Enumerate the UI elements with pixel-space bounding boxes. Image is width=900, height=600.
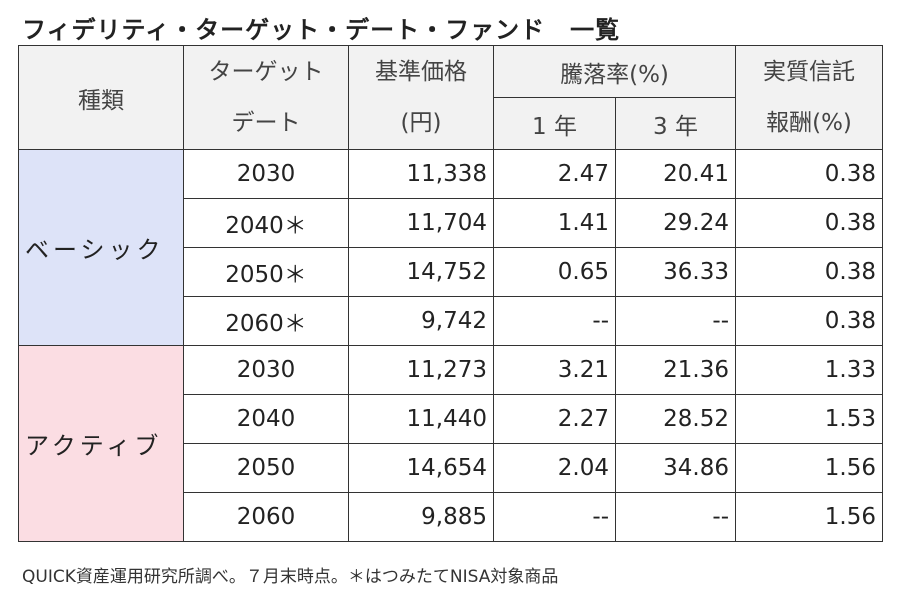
data-cell: 2.47 (493, 149, 616, 199)
header-cell: 3 年 (615, 97, 736, 150)
data-cell: 14,654 (348, 443, 494, 493)
data-cell: 2050＊ (183, 247, 349, 297)
table-row: 2050 14,654 2.04 34.86 1.56 (19, 443, 883, 493)
data-cell: 14,752 (348, 247, 494, 297)
header-line: (円) (400, 109, 442, 136)
data-cell: -- (615, 296, 736, 346)
data-cell: 2.04 (493, 443, 616, 493)
data-cell: 9,885 (348, 492, 494, 542)
table-row: 2050＊ 14,752 0.65 36.33 0.38 (19, 247, 883, 297)
data-cell: 2030 (183, 345, 349, 395)
title: フィデリティ・ターゲット・デート・ファンド 一覧 (22, 16, 621, 44)
group-cell: ベーシック (18, 149, 184, 346)
data-cell: 11,273 (348, 345, 494, 395)
header-line: 実質信託 (763, 58, 855, 85)
data-cell: 1.41 (493, 198, 616, 248)
data-cell: 2.27 (493, 394, 616, 444)
table-row: 2040 11,440 2.27 28.52 1.53 (19, 394, 883, 444)
data-cell: 0.38 (735, 149, 883, 199)
header-line: ターゲット (208, 58, 324, 85)
data-cell: -- (493, 296, 616, 346)
group-cell: アクティブ (18, 345, 184, 542)
data-cell: 11,704 (348, 198, 494, 248)
header-cell: 基準価格 (円) (348, 45, 494, 150)
data-cell: -- (493, 492, 616, 542)
data-cell: 11,440 (348, 394, 494, 444)
data-cell: 29.24 (615, 198, 736, 248)
data-cell: -- (615, 492, 736, 542)
data-cell: 1.33 (735, 345, 883, 395)
header-line: デート (231, 109, 301, 136)
fund-table: 種類 ターゲットデート 基準価格 (円) 騰落率(%) 実質信託報酬(%) 1 年… (18, 45, 883, 542)
data-cell: 21.36 (615, 345, 736, 395)
header-cell: 騰落率(%) (493, 45, 736, 98)
data-cell: 28.52 (615, 394, 736, 444)
data-cell: 2030 (183, 149, 349, 199)
header-cell: 種類 (18, 45, 184, 150)
table-row: アクティブ 2030 11,273 3.21 21.36 1.33 (18, 345, 883, 542)
data-cell: 36.33 (615, 247, 736, 297)
data-cell: 3.21 (493, 345, 616, 395)
data-cell: 0.38 (735, 296, 883, 346)
header-line: 報酬(%) (766, 109, 852, 136)
data-cell: 2040＊ (183, 198, 349, 248)
header-line: 基準価格 (375, 58, 467, 85)
footnote: QUICK資産運用研究所調べ。７月末時点。＊はつみたてNISA対象商品 (22, 567, 559, 587)
table-row: ベーシック 2030 11,338 2.47 20.41 0.38 (18, 149, 883, 346)
data-cell: 1.56 (735, 443, 883, 493)
data-cell: 20.41 (615, 149, 736, 199)
header-cell: 実質信託報酬(%) (735, 45, 883, 150)
data-cell: 2050 (183, 443, 349, 493)
data-cell: 0.65 (493, 247, 616, 297)
data-cell: 9,742 (348, 296, 494, 346)
table-body: ベーシック 2030 11,338 2.47 20.41 0.38 2040＊ 11,704 1… (18, 149, 883, 542)
data-cell: 0.38 (735, 247, 883, 297)
header-cell: ターゲット デート (183, 45, 349, 150)
table-row: 2060 9,885 -- -- 1.56 (19, 492, 883, 542)
data-cell: 1.53 (735, 394, 883, 444)
data-cell: 34.86 (615, 443, 736, 493)
data-cell: 0.38 (735, 198, 883, 248)
data-cell: 11,338 (348, 149, 494, 199)
data-cell: 2060 (183, 492, 349, 542)
data-cell: 2060＊ (183, 296, 349, 346)
data-cell: 2040 (183, 394, 349, 444)
header-cell: 1 年 (493, 97, 616, 150)
data-cell: 1.56 (735, 492, 883, 542)
